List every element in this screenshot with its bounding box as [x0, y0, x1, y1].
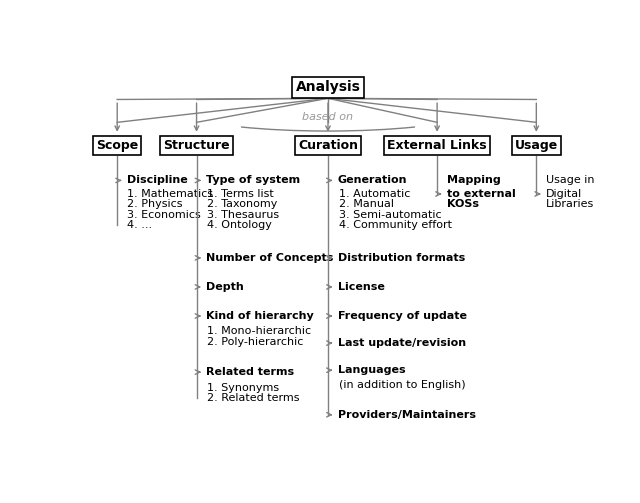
Text: Scope: Scope: [96, 139, 138, 152]
Text: Languages: Languages: [338, 365, 406, 375]
Text: 4. Community effort: 4. Community effort: [339, 220, 452, 230]
Text: Libraries: Libraries: [547, 199, 595, 209]
Text: 3. Semi-automatic: 3. Semi-automatic: [339, 210, 442, 220]
Text: 1. Mathematics: 1. Mathematics: [127, 189, 213, 199]
Text: Related terms: Related terms: [207, 367, 294, 377]
Text: Providers/Maintainers: Providers/Maintainers: [338, 410, 476, 420]
Text: 3. Thesaurus: 3. Thesaurus: [207, 210, 280, 220]
Text: Analysis: Analysis: [296, 80, 360, 95]
Text: 2. Physics: 2. Physics: [127, 199, 182, 209]
Text: 1. Automatic: 1. Automatic: [339, 189, 410, 199]
Text: 4. ...: 4. ...: [127, 220, 152, 230]
Text: 3. Economics: 3. Economics: [127, 210, 201, 220]
Text: Structure: Structure: [163, 139, 230, 152]
Text: (in addition to English): (in addition to English): [339, 380, 465, 389]
Text: 1. Synonyms: 1. Synonyms: [207, 383, 280, 393]
Text: Usage: Usage: [515, 139, 558, 152]
Text: 2. Taxonomy: 2. Taxonomy: [207, 199, 278, 209]
Text: 1. Terms list: 1. Terms list: [207, 189, 274, 199]
Text: External Links: External Links: [387, 139, 487, 152]
Text: 2. Manual: 2. Manual: [339, 199, 394, 209]
Text: 2. Related terms: 2. Related terms: [207, 393, 300, 403]
Text: Digital: Digital: [547, 189, 582, 199]
Text: Number of Concepts: Number of Concepts: [207, 253, 334, 263]
Text: 4. Ontology: 4. Ontology: [207, 220, 273, 230]
Text: Distribution formats: Distribution formats: [338, 253, 465, 263]
Text: 2. Poly-hierarchic: 2. Poly-hierarchic: [207, 337, 304, 347]
Text: KOSs: KOSs: [447, 199, 479, 209]
Text: Curation: Curation: [298, 139, 358, 152]
Text: 1. Mono-hierarchic: 1. Mono-hierarchic: [207, 326, 312, 337]
Text: Generation: Generation: [338, 176, 408, 186]
Text: Frequency of update: Frequency of update: [338, 311, 467, 321]
Text: Kind of hierarchy: Kind of hierarchy: [207, 311, 314, 321]
Text: Type of system: Type of system: [207, 176, 301, 186]
Text: to external: to external: [447, 189, 516, 199]
Text: License: License: [338, 282, 385, 292]
Text: Last update/revision: Last update/revision: [338, 338, 466, 348]
Text: Mapping: Mapping: [447, 176, 500, 186]
Text: Discipline: Discipline: [127, 176, 188, 186]
Text: Usage in: Usage in: [547, 176, 595, 186]
Text: based on: based on: [303, 112, 353, 122]
Text: Depth: Depth: [207, 282, 244, 292]
